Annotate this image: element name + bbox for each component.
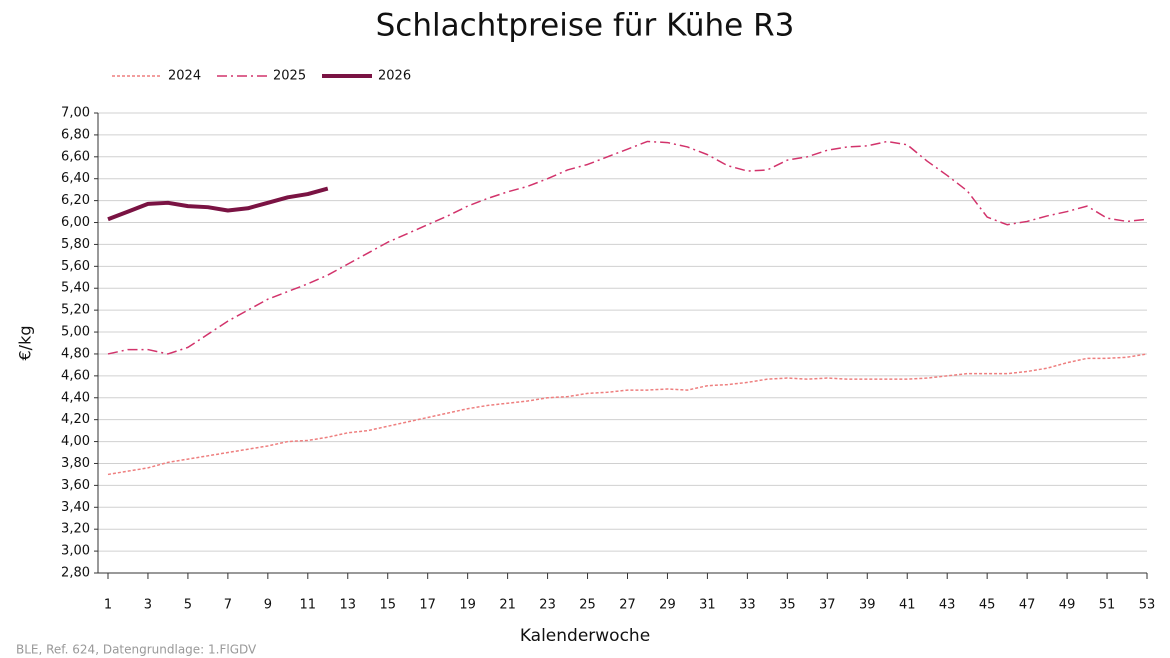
- x-tick-label: 53: [1139, 598, 1156, 613]
- source-note: BLE, Ref. 624, Datengrundlage: 1.FlGDV: [16, 643, 257, 657]
- x-tick-label: 21: [499, 598, 516, 613]
- x-tick-label: 33: [739, 598, 756, 613]
- x-tick-label: 5: [184, 598, 192, 613]
- x-tick-label: 29: [659, 598, 676, 613]
- y-tick-label: 6,40: [61, 171, 90, 186]
- y-tick-label: 5,80: [61, 237, 90, 252]
- y-tick-label: 6,20: [61, 193, 90, 208]
- x-axis-label: Kalenderwoche: [520, 626, 650, 646]
- y-tick-label: 4,00: [61, 434, 90, 449]
- x-tick-label: 13: [339, 598, 356, 613]
- chart-title: Schlachtpreise für Kühe R3: [376, 8, 795, 44]
- y-tick-label: 4,20: [61, 412, 90, 427]
- x-tick-label: 11: [300, 598, 317, 613]
- x-tick-label: 37: [819, 598, 836, 613]
- x-tick-label: 19: [459, 598, 476, 613]
- legend-label: 2026: [378, 69, 411, 84]
- legend-label: 2025: [273, 69, 306, 84]
- x-tick-label: 15: [379, 598, 396, 613]
- x-tick-label: 1: [104, 598, 112, 613]
- series-line: [107, 186, 329, 222]
- x-tick-label: 49: [1059, 598, 1076, 613]
- x-tick-label: 47: [1019, 598, 1036, 613]
- x-tick-label: 9: [264, 598, 272, 613]
- x-tick-label: 27: [619, 598, 636, 613]
- series-line: [107, 140, 1148, 355]
- x-tick-label: 23: [539, 598, 556, 613]
- y-tick-label: 5,60: [61, 259, 90, 274]
- y-tick-label: 3,80: [61, 456, 90, 471]
- x-tick-label: 43: [939, 598, 956, 613]
- y-tick-label: 3,60: [61, 478, 90, 493]
- x-tick-label: 39: [859, 598, 876, 613]
- x-tick-label: 31: [699, 598, 716, 613]
- y-tick-label: 4,60: [61, 368, 90, 383]
- y-tick-label: 7,00: [61, 106, 90, 121]
- y-tick-label: 5,00: [61, 325, 90, 340]
- y-axis-label: €/kg: [16, 326, 35, 361]
- y-tick-label: 6,60: [61, 149, 90, 164]
- y-tick-label: 3,40: [61, 500, 90, 515]
- x-tick-label: 17: [419, 598, 436, 613]
- y-tick-label: 6,00: [61, 215, 90, 230]
- y-tick-label: 5,40: [61, 281, 90, 296]
- y-tick-label: 5,20: [61, 303, 90, 318]
- y-tick-label: 2,80: [61, 566, 90, 581]
- y-tick-label: 6,80: [61, 127, 90, 142]
- y-tick-label: 3,20: [61, 522, 90, 537]
- x-tick-label: 7: [224, 598, 232, 613]
- x-tick-label: 45: [979, 598, 996, 613]
- x-tick-label: 35: [779, 598, 796, 613]
- x-tick-label: 51: [1099, 598, 1116, 613]
- y-tick-label: 4,80: [61, 346, 90, 361]
- x-tick-label: 3: [144, 598, 152, 613]
- x-tick-label: 41: [899, 598, 916, 613]
- series-line: [107, 353, 1148, 476]
- legend-label: 2024: [168, 69, 201, 84]
- y-tick-label: 3,00: [61, 544, 90, 559]
- y-tick-label: 4,40: [61, 390, 90, 405]
- x-tick-label: 25: [579, 598, 596, 613]
